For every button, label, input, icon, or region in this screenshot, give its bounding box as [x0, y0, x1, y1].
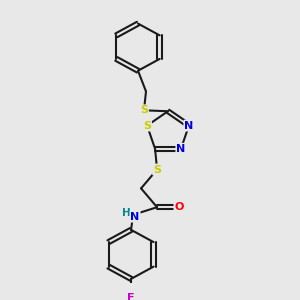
Text: N: N [130, 212, 140, 222]
Text: F: F [127, 293, 135, 300]
Text: S: S [140, 105, 148, 115]
Text: N: N [184, 121, 194, 130]
Text: S: S [153, 164, 161, 175]
Text: S: S [143, 121, 151, 130]
Text: H: H [122, 208, 130, 218]
Text: N: N [176, 144, 186, 154]
Text: O: O [174, 202, 184, 212]
